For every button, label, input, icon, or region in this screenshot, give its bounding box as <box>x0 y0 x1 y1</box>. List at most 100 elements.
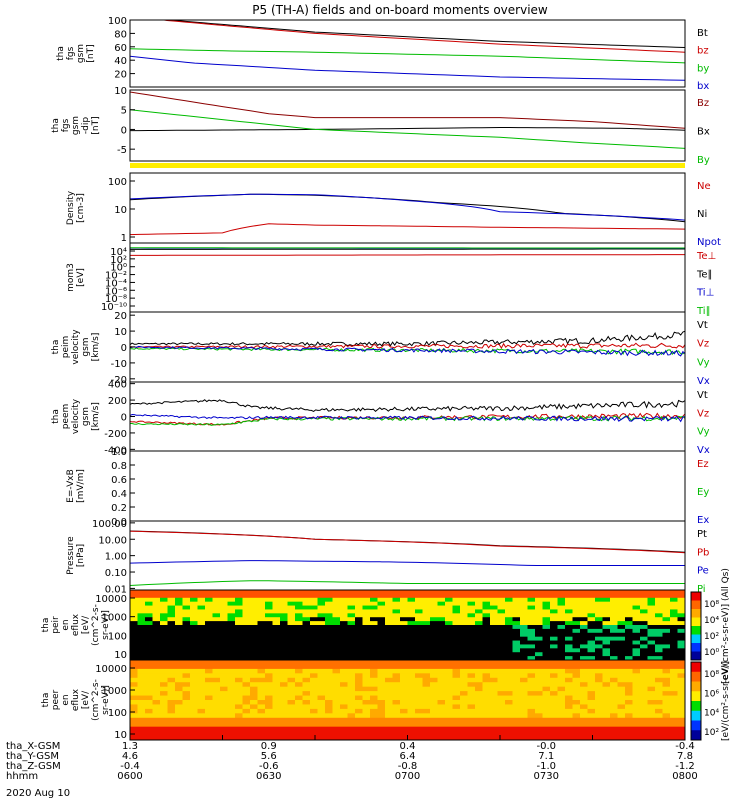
spectrogram-cell <box>257 617 266 622</box>
spectrogram-cell <box>550 704 559 710</box>
series-group <box>130 247 685 256</box>
spectrogram-cell <box>385 656 394 660</box>
spectrogram-cell <box>527 609 536 614</box>
spectrogram-cell <box>670 644 679 649</box>
spectrogram-cell <box>460 590 469 595</box>
spectrogram-cell <box>437 722 446 728</box>
spectrogram-cell <box>385 691 394 697</box>
spectrogram-cell <box>220 722 229 728</box>
spectrogram-cell <box>227 691 236 697</box>
spectrogram-cell <box>272 686 281 692</box>
spectrogram-cell <box>145 673 154 679</box>
y-tick-label: 10 <box>114 86 127 97</box>
spectrogram-cell <box>265 656 274 660</box>
spectrogram-cell <box>655 713 664 719</box>
spectrogram-cell <box>295 601 304 607</box>
spectrogram-cell <box>647 590 656 595</box>
spectrogram-cell <box>302 668 311 674</box>
spectrogram-cell <box>235 673 244 679</box>
spectrogram-cell <box>362 673 371 679</box>
spectrogram-cell <box>167 673 176 679</box>
spectrogram-cell <box>467 597 476 603</box>
spectrogram-cell <box>355 713 364 719</box>
spectrogram-cell <box>437 617 446 622</box>
spectrogram-cell <box>460 700 469 706</box>
spectrogram-cell <box>400 609 409 614</box>
spectrogram-cell <box>557 593 566 599</box>
spectrogram-cell <box>655 695 664 701</box>
y-tick-label: 0.4 <box>111 489 127 500</box>
spectrogram-cell <box>167 668 176 674</box>
spectrogram-cell <box>505 593 514 599</box>
spectrogram-cell <box>490 632 499 638</box>
spectrogram-cell <box>137 621 146 626</box>
spectrogram-cell <box>460 613 469 618</box>
spectrogram-cell <box>407 677 416 683</box>
spectrogram-cell <box>415 609 424 614</box>
spectrogram-cell <box>235 682 244 688</box>
spectrogram-cell <box>452 677 461 683</box>
spectrogram-cell <box>385 713 394 719</box>
spectrogram-cell <box>557 632 566 638</box>
colorbar-segment <box>691 600 701 610</box>
spectrogram-cell <box>475 590 484 595</box>
spectrogram-cell <box>407 652 416 657</box>
spectrogram-cell <box>512 609 521 614</box>
spectrogram-cell <box>542 632 551 638</box>
spectrogram-cell <box>572 625 581 630</box>
spectrogram-cell <box>655 660 664 666</box>
spectrogram-cell <box>580 648 589 653</box>
spectrogram-cell <box>557 677 566 683</box>
spectrogram-cell <box>512 597 521 603</box>
spectrogram-cell <box>340 590 349 595</box>
spectrogram-cell <box>265 677 274 683</box>
spectrogram-cell <box>662 617 671 622</box>
spectrogram-cell <box>595 605 604 611</box>
spectrogram-cell <box>182 601 191 607</box>
spectrogram-cell <box>220 621 229 626</box>
spectrogram-cell <box>362 640 371 646</box>
spectrogram-cell <box>175 695 184 701</box>
spectrogram-cell <box>377 686 386 692</box>
spectrogram-cell <box>160 677 169 683</box>
spectrogram-cell <box>602 625 611 630</box>
spectrogram-cell <box>550 644 559 649</box>
spectrogram-cell <box>130 673 139 679</box>
spectrogram-cell <box>310 621 319 626</box>
spectrogram-cell <box>557 597 566 603</box>
spectrogram-cell <box>130 735 139 740</box>
y-axis-label: fgs <box>66 46 76 60</box>
spectrogram-cell <box>655 636 664 642</box>
spectrogram-cell <box>385 605 394 611</box>
spectrogram-cell <box>617 601 626 607</box>
spectrogram-cell <box>445 677 454 683</box>
spectrogram-cell <box>287 644 296 649</box>
spectrogram-cell <box>430 617 439 622</box>
spectrogram-cell <box>490 726 499 732</box>
spectrogram-cell <box>212 686 221 692</box>
spectrogram-cell <box>167 731 176 737</box>
spectrogram-cell <box>475 717 484 723</box>
spectrogram-cell <box>445 722 454 728</box>
spectrogram-cell <box>235 621 244 626</box>
spectrogram-cell <box>527 695 536 701</box>
spectrogram-cell <box>160 590 169 595</box>
spectrogram-cell <box>362 664 371 670</box>
spectrogram-cell <box>160 644 169 649</box>
spectrogram-cell <box>167 617 176 622</box>
spectrogram-cell <box>377 704 386 710</box>
spectrogram-cell <box>152 632 161 638</box>
spectrogram-cell <box>580 713 589 719</box>
spectrogram-cell <box>580 704 589 710</box>
spectrogram-cell <box>205 644 214 649</box>
spectrogram-cell <box>167 704 176 710</box>
spectrogram-cell <box>422 722 431 728</box>
spectrogram-cell <box>205 691 214 697</box>
spectrogram-cell <box>227 717 236 723</box>
spectrogram-cell <box>385 597 394 603</box>
spectrogram-cell <box>550 695 559 701</box>
legend-bx: bx <box>697 81 709 92</box>
spectrogram-cell <box>370 686 379 692</box>
spectrogram-cell <box>617 677 626 683</box>
spectrogram-cell <box>167 628 176 634</box>
